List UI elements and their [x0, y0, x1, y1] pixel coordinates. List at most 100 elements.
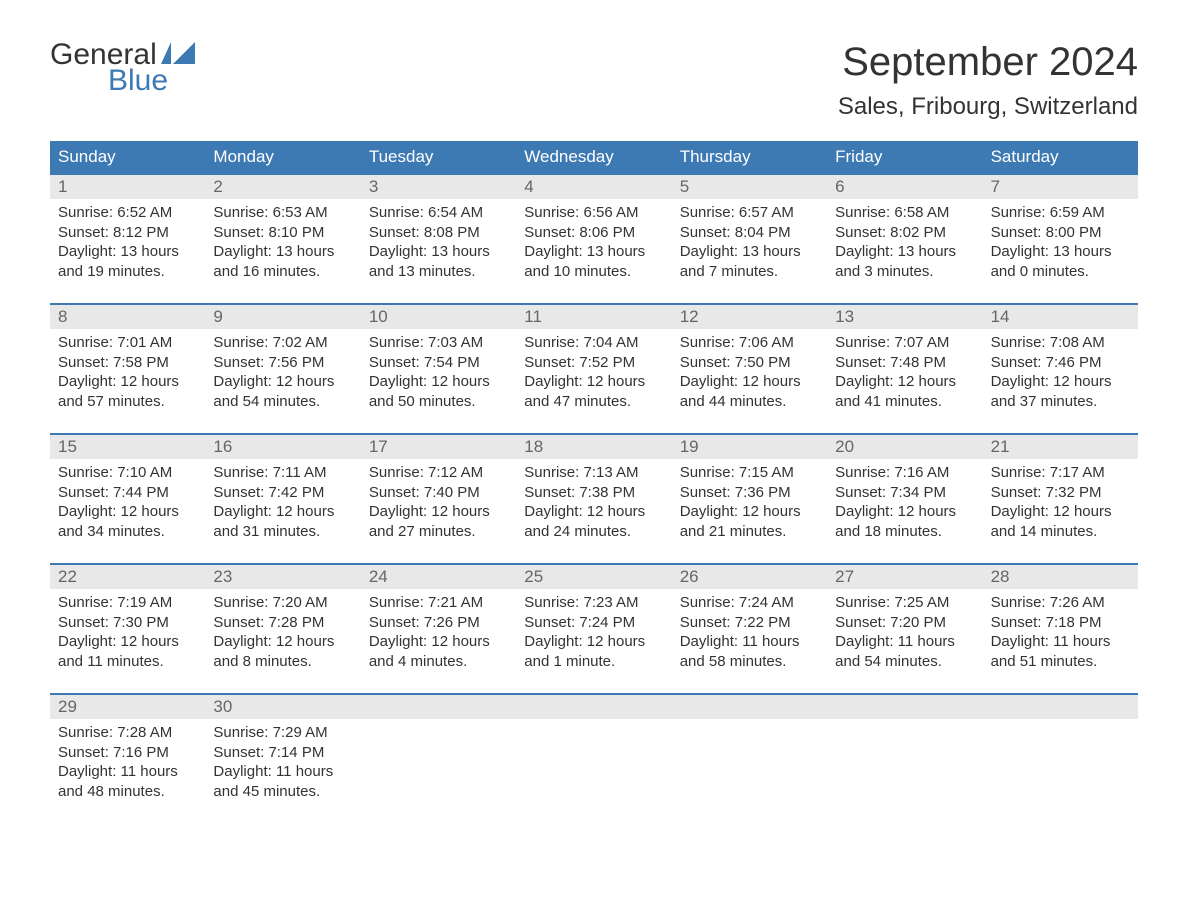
sunrise-line: Sunrise: 7:29 AM	[213, 723, 352, 743]
sunrise-line: Sunrise: 7:15 AM	[680, 463, 819, 483]
day-cell: Sunrise: 7:02 AMSunset: 7:56 PMDaylight:…	[205, 329, 360, 419]
weekday-friday: Friday	[827, 141, 982, 173]
day-number: 10	[361, 305, 516, 329]
day-number	[983, 695, 1138, 719]
day-cell: Sunrise: 7:10 AMSunset: 7:44 PMDaylight:…	[50, 459, 205, 549]
day-number: 8	[50, 305, 205, 329]
sunrise-line: Sunrise: 7:20 AM	[213, 593, 352, 613]
location-subtitle: Sales, Fribourg, Switzerland	[838, 93, 1138, 121]
day-number: 16	[205, 435, 360, 459]
weekday-monday: Monday	[205, 141, 360, 173]
daylight-line: Daylight: 11 hours and 58 minutes.	[680, 632, 819, 671]
daylight-line: Daylight: 11 hours and 51 minutes.	[991, 632, 1130, 671]
sunset-line: Sunset: 8:02 PM	[835, 223, 974, 243]
sunrise-line: Sunrise: 7:25 AM	[835, 593, 974, 613]
day-cell: Sunrise: 7:24 AMSunset: 7:22 PMDaylight:…	[672, 589, 827, 679]
sunrise-line: Sunrise: 6:53 AM	[213, 203, 352, 223]
daylight-line: Daylight: 12 hours and 14 minutes.	[991, 502, 1130, 541]
sunrise-line: Sunrise: 7:01 AM	[58, 333, 197, 353]
daylight-line: Daylight: 12 hours and 21 minutes.	[680, 502, 819, 541]
daylight-line: Daylight: 13 hours and 7 minutes.	[680, 242, 819, 281]
day-number-row: 15161718192021	[50, 435, 1138, 459]
sunrise-line: Sunrise: 6:56 AM	[524, 203, 663, 223]
daylight-line: Daylight: 12 hours and 34 minutes.	[58, 502, 197, 541]
day-cell: Sunrise: 7:12 AMSunset: 7:40 PMDaylight:…	[361, 459, 516, 549]
sunset-line: Sunset: 7:44 PM	[58, 483, 197, 503]
sunrise-line: Sunrise: 7:28 AM	[58, 723, 197, 743]
day-content-row: Sunrise: 7:28 AMSunset: 7:16 PMDaylight:…	[50, 719, 1138, 809]
day-number: 11	[516, 305, 671, 329]
day-number	[516, 695, 671, 719]
daylight-line: Daylight: 13 hours and 16 minutes.	[213, 242, 352, 281]
sunrise-line: Sunrise: 7:26 AM	[991, 593, 1130, 613]
sunrise-line: Sunrise: 7:08 AM	[991, 333, 1130, 353]
sunset-line: Sunset: 7:30 PM	[58, 613, 197, 633]
sunset-line: Sunset: 7:14 PM	[213, 743, 352, 763]
sunset-line: Sunset: 7:16 PM	[58, 743, 197, 763]
daylight-line: Daylight: 12 hours and 47 minutes.	[524, 372, 663, 411]
sunset-line: Sunset: 7:40 PM	[369, 483, 508, 503]
daylight-line: Daylight: 12 hours and 44 minutes.	[680, 372, 819, 411]
day-number	[672, 695, 827, 719]
week-block: 22232425262728Sunrise: 7:19 AMSunset: 7:…	[50, 563, 1138, 679]
title-block: September 2024 Sales, Fribourg, Switzerl…	[838, 40, 1138, 121]
sunset-line: Sunset: 7:50 PM	[680, 353, 819, 373]
day-cell: Sunrise: 7:17 AMSunset: 7:32 PMDaylight:…	[983, 459, 1138, 549]
logo: General Blue	[50, 40, 195, 96]
day-cell: Sunrise: 6:57 AMSunset: 8:04 PMDaylight:…	[672, 199, 827, 289]
calendar: Sunday Monday Tuesday Wednesday Thursday…	[50, 141, 1138, 809]
day-cell: Sunrise: 7:16 AMSunset: 7:34 PMDaylight:…	[827, 459, 982, 549]
weekday-thursday: Thursday	[672, 141, 827, 173]
week-block: 15161718192021Sunrise: 7:10 AMSunset: 7:…	[50, 433, 1138, 549]
daylight-line: Daylight: 13 hours and 0 minutes.	[991, 242, 1130, 281]
day-content-row: Sunrise: 6:52 AMSunset: 8:12 PM Daylight:…	[50, 199, 1138, 289]
sunset-line: Sunset: 7:32 PM	[991, 483, 1130, 503]
day-cell: Sunrise: 6:52 AMSunset: 8:12 PMDaylight:…	[50, 199, 205, 289]
day-cell: Sunrise: 7:08 AMSunset: 7:46 PMDaylight:…	[983, 329, 1138, 419]
day-cell	[516, 719, 671, 809]
day-number: 28	[983, 565, 1138, 589]
day-number: 29	[50, 695, 205, 719]
day-number: 3	[361, 175, 516, 199]
sunrise-line: Sunrise: 6:59 AM	[991, 203, 1130, 223]
day-number: 21	[983, 435, 1138, 459]
weekday-wednesday: Wednesday	[516, 141, 671, 173]
sunrise-line: Sunrise: 7:03 AM	[369, 333, 508, 353]
sunrise-line: Sunrise: 7:17 AM	[991, 463, 1130, 483]
sunset-line: Sunset: 7:46 PM	[991, 353, 1130, 373]
day-number: 6	[827, 175, 982, 199]
day-cell	[983, 719, 1138, 809]
sunset-line: Sunset: 8:10 PM	[213, 223, 352, 243]
daylight-line: Daylight: 11 hours and 54 minutes.	[835, 632, 974, 671]
day-number: 12	[672, 305, 827, 329]
sunrise-line: Sunrise: 6:52 AM	[58, 203, 197, 223]
week-block: 2930Sunrise: 7:28 AMSunset: 7:16 PMDayli…	[50, 693, 1138, 809]
sunrise-line: Sunrise: 6:57 AM	[680, 203, 819, 223]
day-number: 2	[205, 175, 360, 199]
day-content-row: Sunrise: 7:01 AMSunset: 7:58 PMDaylight:…	[50, 329, 1138, 419]
day-number: 18	[516, 435, 671, 459]
day-number: 30	[205, 695, 360, 719]
day-number: 20	[827, 435, 982, 459]
daylight-line: Daylight: 12 hours and 27 minutes.	[369, 502, 508, 541]
sunset-line: Sunset: 7:26 PM	[369, 613, 508, 633]
week-block: 1234567Sunrise: 6:52 AMSunset: 8:12 PMDa…	[50, 173, 1138, 289]
day-number-row: 891011121314	[50, 305, 1138, 329]
weekday-tuesday: Tuesday	[361, 141, 516, 173]
day-cell: Sunrise: 7:13 AMSunset: 7:38 PMDaylight:…	[516, 459, 671, 549]
daylight-line: Daylight: 13 hours and 3 minutes.	[835, 242, 974, 281]
day-cell: Sunrise: 7:04 AMSunset: 7:52 PMDaylight:…	[516, 329, 671, 419]
day-cell: Sunrise: 6:58 AMSunset: 8:02 PMDaylight:…	[827, 199, 982, 289]
day-number: 9	[205, 305, 360, 329]
sunset-line: Sunset: 7:18 PM	[991, 613, 1130, 633]
day-number: 14	[983, 305, 1138, 329]
weekday-sunday: Sunday	[50, 141, 205, 173]
sunset-line: Sunset: 7:24 PM	[524, 613, 663, 633]
sunset-line: Sunset: 8:12 PM	[58, 223, 197, 243]
day-cell: Sunrise: 7:06 AMSunset: 7:50 PMDaylight:…	[672, 329, 827, 419]
daylight-line: Daylight: 12 hours and 41 minutes.	[835, 372, 974, 411]
sunset-line: Sunset: 7:36 PM	[680, 483, 819, 503]
sunrise-line: Sunrise: 7:11 AM	[213, 463, 352, 483]
weeks-container: 1234567Sunrise: 6:52 AMSunset: 8:12 PMDa…	[50, 173, 1138, 809]
day-cell: Sunrise: 6:53 AMSunset: 8:10 PMDaylight:…	[205, 199, 360, 289]
